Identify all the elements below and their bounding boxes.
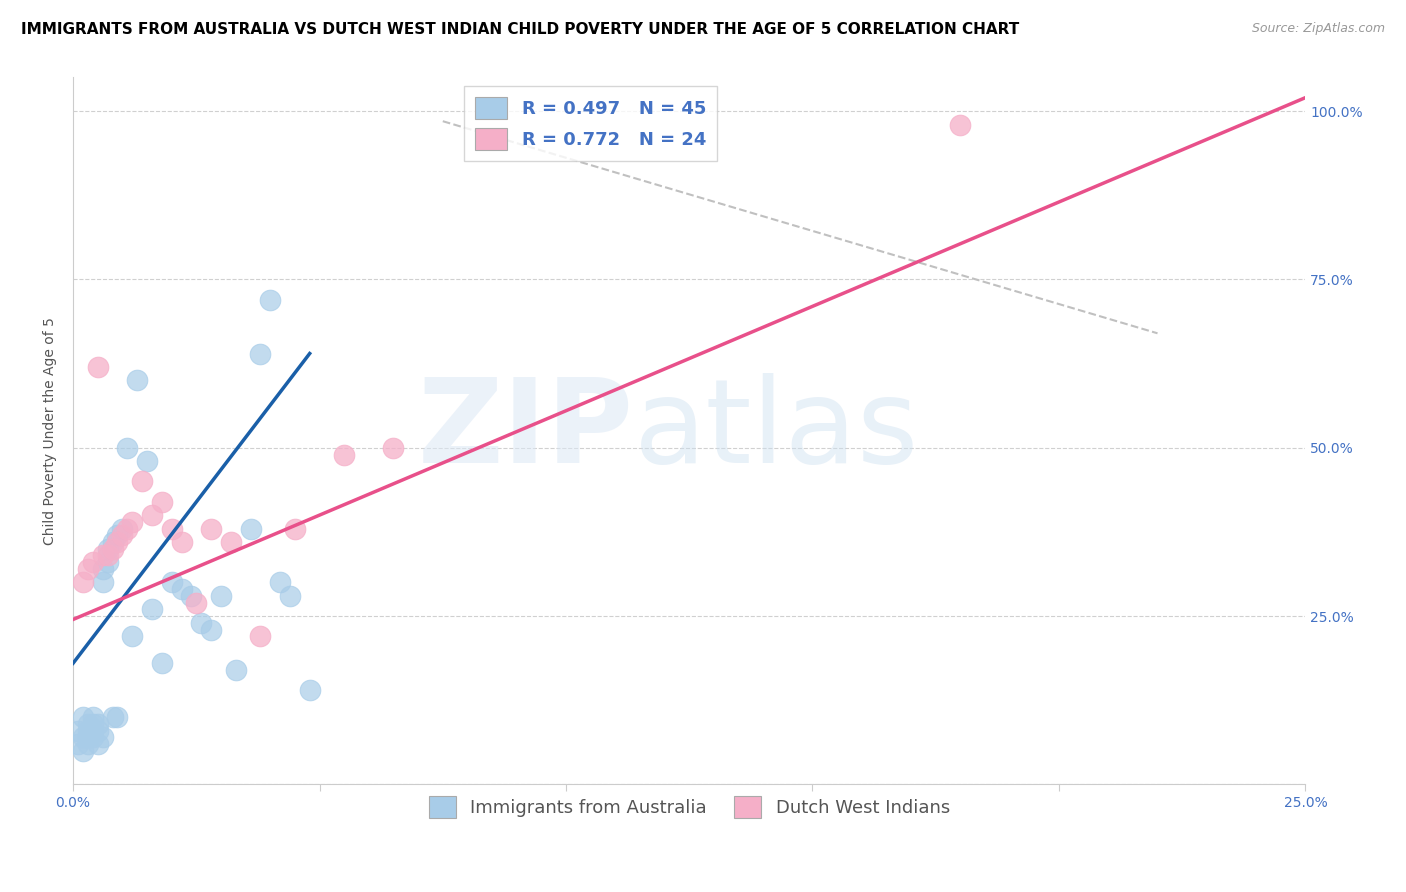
Point	[150, 494, 173, 508]
Text: IMMIGRANTS FROM AUSTRALIA VS DUTCH WEST INDIAN CHILD POVERTY UNDER THE AGE OF 5 : IMMIGRANTS FROM AUSTRALIA VS DUTCH WEST …	[21, 22, 1019, 37]
Point	[101, 535, 124, 549]
Text: ZIP: ZIP	[418, 374, 634, 489]
Point	[121, 629, 143, 643]
Point	[200, 623, 222, 637]
Point	[186, 596, 208, 610]
Point	[131, 475, 153, 489]
Point	[82, 710, 104, 724]
Point	[160, 522, 183, 536]
Point	[82, 723, 104, 738]
Point	[77, 737, 100, 751]
Point	[77, 731, 100, 745]
Point	[77, 562, 100, 576]
Point	[382, 441, 405, 455]
Point	[259, 293, 281, 307]
Text: atlas: atlas	[634, 374, 920, 489]
Point	[66, 723, 89, 738]
Point	[190, 615, 212, 630]
Point	[121, 515, 143, 529]
Point	[111, 522, 134, 536]
Point	[170, 582, 193, 596]
Point	[111, 528, 134, 542]
Point	[91, 575, 114, 590]
Point	[97, 555, 120, 569]
Point	[91, 731, 114, 745]
Y-axis label: Child Poverty Under the Age of 5: Child Poverty Under the Age of 5	[44, 317, 58, 545]
Point	[284, 522, 307, 536]
Point	[249, 346, 271, 360]
Point	[249, 629, 271, 643]
Point	[107, 535, 129, 549]
Point	[87, 723, 110, 738]
Point	[72, 731, 94, 745]
Point	[77, 723, 100, 738]
Point	[72, 710, 94, 724]
Point	[127, 373, 149, 387]
Point	[82, 555, 104, 569]
Point	[72, 575, 94, 590]
Point	[209, 589, 232, 603]
Point	[949, 118, 972, 132]
Point	[72, 744, 94, 758]
Point	[91, 549, 114, 563]
Point	[150, 657, 173, 671]
Point	[87, 359, 110, 374]
Point	[66, 737, 89, 751]
Point	[101, 541, 124, 556]
Point	[269, 575, 291, 590]
Point	[82, 716, 104, 731]
Point	[239, 522, 262, 536]
Legend: Immigrants from Australia, Dutch West Indians: Immigrants from Australia, Dutch West In…	[422, 789, 957, 825]
Point	[107, 710, 129, 724]
Point	[82, 731, 104, 745]
Point	[141, 508, 163, 522]
Text: Source: ZipAtlas.com: Source: ZipAtlas.com	[1251, 22, 1385, 36]
Point	[101, 710, 124, 724]
Point	[87, 716, 110, 731]
Point	[180, 589, 202, 603]
Point	[333, 448, 356, 462]
Point	[136, 454, 159, 468]
Point	[141, 602, 163, 616]
Point	[77, 716, 100, 731]
Point	[107, 528, 129, 542]
Point	[91, 562, 114, 576]
Point	[97, 549, 120, 563]
Point	[117, 522, 139, 536]
Point	[117, 441, 139, 455]
Point	[200, 522, 222, 536]
Point	[97, 541, 120, 556]
Point	[225, 663, 247, 677]
Point	[278, 589, 301, 603]
Point	[160, 575, 183, 590]
Point	[219, 535, 242, 549]
Point	[170, 535, 193, 549]
Point	[87, 737, 110, 751]
Point	[298, 683, 321, 698]
